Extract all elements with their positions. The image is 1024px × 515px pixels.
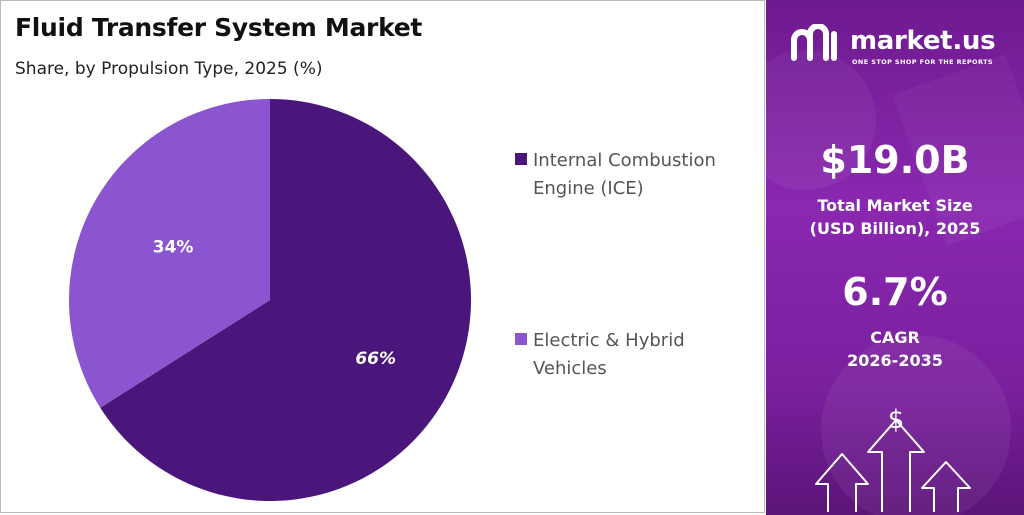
- cagr-label: CAGR 2026-2035: [847, 328, 943, 370]
- market-size-value: $19.0B: [820, 138, 970, 182]
- legend-swatch-electric-hybrid: [515, 333, 527, 345]
- legend-label-ice: Internal Combustion Engine (ICE): [533, 150, 716, 199]
- market-us-logo-icon: [791, 24, 837, 61]
- brand-name: market.us: [850, 26, 996, 56]
- chart-title: Fluid Transfer System Market: [15, 13, 423, 42]
- pie-slice-ice: [100, 99, 471, 502]
- up-arrow-icon: [867, 419, 925, 512]
- up-arrow-icon: [921, 461, 971, 512]
- pie-label-electric-hybrid: 34%: [153, 238, 194, 258]
- growth-arrows: $: [815, 405, 971, 512]
- chart-subtitle: Share, by Propulsion Type, 2025 (%): [15, 59, 323, 79]
- legend-swatch-ice: [515, 153, 527, 165]
- stats-panel: market.us ONE STOP SHOP FOR THE REPORTS …: [766, 0, 1024, 515]
- background-decoration: [766, 50, 1024, 515]
- up-arrow-icon: [815, 453, 869, 512]
- chart-panel: Fluid Transfer System Market Share, by P…: [0, 0, 765, 513]
- cagr-value: 6.7%: [842, 270, 948, 314]
- pie-label-ice: 66%: [355, 349, 396, 369]
- pie-chart: 66% 34%: [69, 99, 471, 502]
- legend-label-electric-hybrid: Electric & Hybrid Vehicles: [533, 330, 685, 379]
- brand-tagline: ONE STOP SHOP FOR THE REPORTS: [852, 58, 993, 66]
- market-size-label: Total Market Size (USD Billion), 2025: [809, 196, 981, 238]
- brand-logo: market.us ONE STOP SHOP FOR THE REPORTS: [790, 24, 1020, 74]
- pie-slice-electric-hybrid: [69, 99, 271, 408]
